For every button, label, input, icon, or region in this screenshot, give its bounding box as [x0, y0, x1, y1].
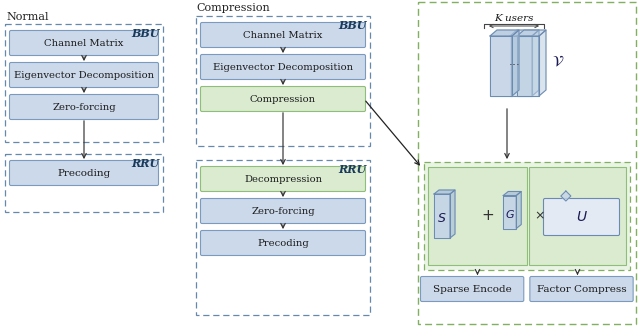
- FancyBboxPatch shape: [200, 231, 365, 256]
- Text: BBU: BBU: [339, 20, 367, 31]
- Polygon shape: [503, 195, 516, 229]
- FancyBboxPatch shape: [420, 277, 524, 301]
- FancyBboxPatch shape: [10, 31, 159, 55]
- Polygon shape: [517, 30, 546, 36]
- Polygon shape: [512, 30, 519, 96]
- Polygon shape: [517, 36, 539, 96]
- Text: Precoding: Precoding: [257, 238, 309, 248]
- Polygon shape: [516, 192, 521, 229]
- Text: Normal: Normal: [6, 12, 49, 22]
- Text: Zero-forcing: Zero-forcing: [251, 207, 315, 215]
- Bar: [418, 2, 636, 324]
- Text: Sparse Encode: Sparse Encode: [433, 284, 511, 294]
- Text: K users: K users: [494, 14, 534, 23]
- Text: Compression: Compression: [250, 94, 316, 104]
- FancyBboxPatch shape: [200, 54, 365, 79]
- FancyBboxPatch shape: [530, 277, 633, 301]
- Text: $U$: $U$: [575, 210, 588, 224]
- Polygon shape: [510, 30, 539, 36]
- Text: Factor Compress: Factor Compress: [537, 284, 627, 294]
- Bar: [196, 160, 370, 315]
- Bar: [196, 16, 370, 146]
- FancyBboxPatch shape: [543, 198, 620, 236]
- Polygon shape: [561, 191, 571, 201]
- Text: Eigenvector Decomposition: Eigenvector Decomposition: [213, 63, 353, 72]
- FancyBboxPatch shape: [200, 198, 365, 223]
- Text: $\mathcal{V}$: $\mathcal{V}$: [552, 53, 564, 69]
- FancyBboxPatch shape: [10, 63, 159, 88]
- Text: Precoding: Precoding: [58, 169, 111, 177]
- Polygon shape: [450, 190, 455, 238]
- Bar: [424, 162, 630, 270]
- Polygon shape: [503, 192, 521, 195]
- FancyBboxPatch shape: [10, 94, 159, 119]
- Polygon shape: [532, 30, 539, 96]
- Text: $+$: $+$: [481, 209, 494, 223]
- Polygon shape: [539, 30, 546, 96]
- Polygon shape: [490, 30, 519, 36]
- FancyBboxPatch shape: [10, 160, 159, 186]
- Text: Compression: Compression: [196, 3, 269, 13]
- FancyBboxPatch shape: [200, 167, 365, 192]
- Text: $\times$: $\times$: [534, 210, 545, 222]
- Bar: [428, 167, 527, 265]
- Text: BBU: BBU: [131, 28, 160, 39]
- Bar: [5, 154, 163, 212]
- Text: Eigenvector Decomposition: Eigenvector Decomposition: [14, 71, 154, 79]
- Text: Decompression: Decompression: [244, 174, 322, 183]
- Bar: [529, 167, 626, 265]
- Polygon shape: [490, 36, 512, 96]
- FancyBboxPatch shape: [200, 23, 365, 48]
- Bar: [5, 24, 163, 142]
- FancyBboxPatch shape: [200, 87, 365, 112]
- Text: $S$: $S$: [437, 212, 447, 224]
- Polygon shape: [434, 194, 450, 238]
- Text: RRU: RRU: [339, 164, 367, 175]
- Text: Channel Matrix: Channel Matrix: [44, 38, 124, 48]
- Bar: [424, 162, 630, 270]
- Polygon shape: [510, 36, 532, 96]
- Text: $G$: $G$: [505, 208, 515, 220]
- Text: Zero-forcing: Zero-forcing: [52, 102, 116, 112]
- Polygon shape: [434, 190, 455, 194]
- Text: ···: ···: [509, 59, 521, 72]
- Text: RRU: RRU: [132, 158, 160, 169]
- Text: Channel Matrix: Channel Matrix: [243, 31, 323, 39]
